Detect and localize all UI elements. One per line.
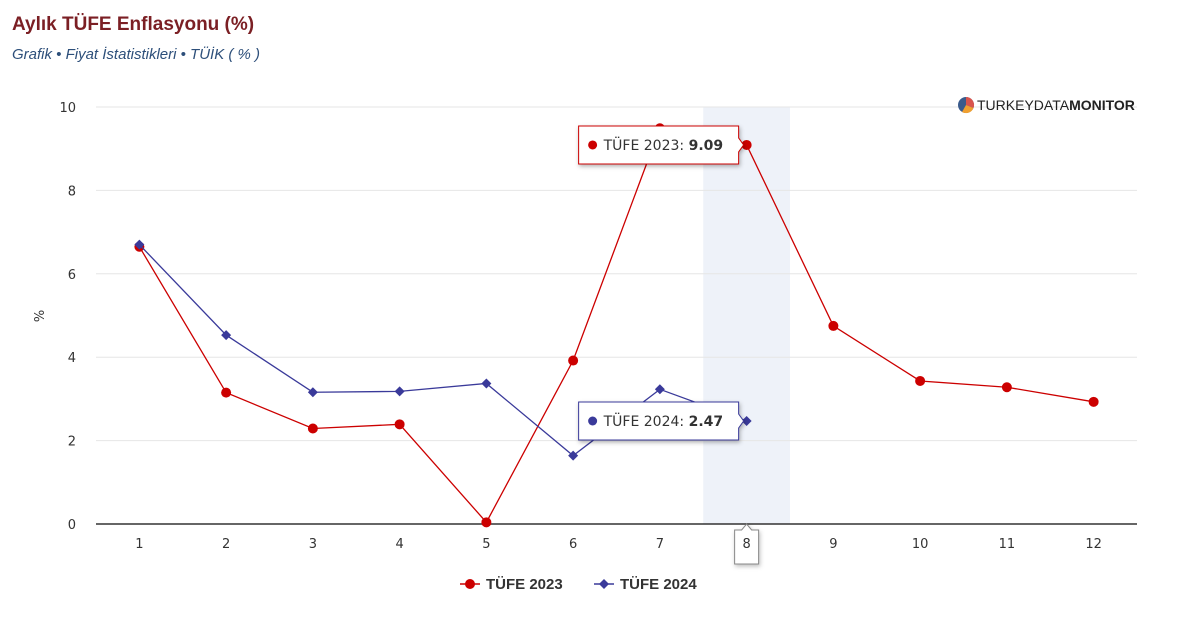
hover-band-layer — [703, 107, 790, 524]
legend-item-2[interactable]: TÜFE 2024 — [594, 576, 697, 593]
y-tick-label: 0 — [68, 518, 76, 533]
gridlines: 0 2 4 6 8 10 — [59, 101, 1137, 533]
series-layer — [134, 123, 1099, 528]
legend-label: TÜFE 2023 — [486, 576, 563, 593]
y-tick-label: 2 — [68, 435, 76, 450]
x-tick-label: 1 — [135, 537, 143, 552]
data-point — [221, 387, 232, 398]
y-tick-label: 6 — [68, 268, 76, 283]
chart-title: Aylık TÜFE Enflasyonu (%) — [12, 14, 255, 35]
brand-text: TURKEYDATAMONITOR — [977, 97, 1135, 113]
x-tick-label: 8 — [742, 537, 750, 552]
x-tick-label: 10 — [912, 537, 929, 552]
x-tick-label: 6 — [569, 537, 577, 552]
legend-item-1[interactable]: TÜFE 2023 — [460, 576, 563, 593]
x-tick-label: 3 — [309, 537, 317, 552]
series-line — [138, 127, 1094, 524]
data-point — [654, 384, 665, 395]
series-2 — [134, 239, 752, 461]
x-tick-label: 2 — [222, 537, 230, 552]
data-point — [1001, 382, 1012, 393]
data-point — [568, 355, 579, 366]
legend-marker — [465, 579, 475, 589]
tooltip: TÜFE 2023: 9.09 — [578, 125, 745, 165]
data-point — [481, 378, 492, 389]
x-crosshair-label-box — [734, 523, 760, 565]
x-tick-label: 4 — [395, 537, 403, 552]
legend-label: TÜFE 2024 — [620, 576, 697, 593]
data-point — [221, 330, 232, 341]
data-point — [307, 423, 318, 434]
axes: 1 2 3 4 5 6 7 8 9 10 11 12 — [96, 523, 1137, 565]
x-tick-label: 11 — [999, 537, 1016, 552]
data-point — [568, 450, 579, 461]
hover-band — [703, 107, 790, 524]
tooltip-marker — [588, 416, 598, 426]
data-point — [307, 387, 318, 398]
y-tick-label: 8 — [68, 184, 76, 199]
y-tick-label: 4 — [68, 351, 76, 366]
legend[interactable]: TÜFE 2023 TÜFE 2024 — [460, 576, 697, 593]
x-tick-label: 5 — [482, 537, 490, 552]
data-point — [134, 239, 145, 250]
data-point — [394, 386, 405, 397]
y-tick-label: 10 — [59, 101, 76, 116]
tooltip-marker — [588, 140, 598, 150]
series-1 — [134, 123, 1099, 528]
y-axis-title: % — [33, 310, 48, 322]
data-point — [741, 416, 752, 427]
data-point — [394, 419, 405, 430]
tooltip: TÜFE 2024: 2.47 — [578, 401, 745, 441]
data-point — [828, 320, 839, 331]
x-tick-label: 12 — [1085, 537, 1102, 552]
tooltip-text: TÜFE 2024: 2.47 — [603, 412, 724, 430]
data-point — [1088, 396, 1099, 407]
legend-marker — [599, 579, 609, 589]
chart-subtitle: Grafik • Fiyat İstatistikleri • TÜİK ( %… — [12, 46, 261, 63]
data-point — [481, 517, 492, 528]
data-point — [915, 375, 926, 386]
series-line — [138, 244, 747, 457]
tooltip-layer: TÜFE 2023: 9.09 TÜFE 2024: 2.47 — [578, 125, 745, 441]
brand-logo: TURKEYDATAMONITOR — [958, 96, 1135, 114]
tooltip-box — [578, 401, 745, 441]
tooltip-text: TÜFE 2023: 9.09 — [603, 136, 724, 154]
data-point — [741, 139, 752, 150]
tooltip-box — [578, 125, 745, 165]
x-tick-label: 7 — [656, 537, 664, 552]
x-tick-label: 9 — [829, 537, 837, 552]
